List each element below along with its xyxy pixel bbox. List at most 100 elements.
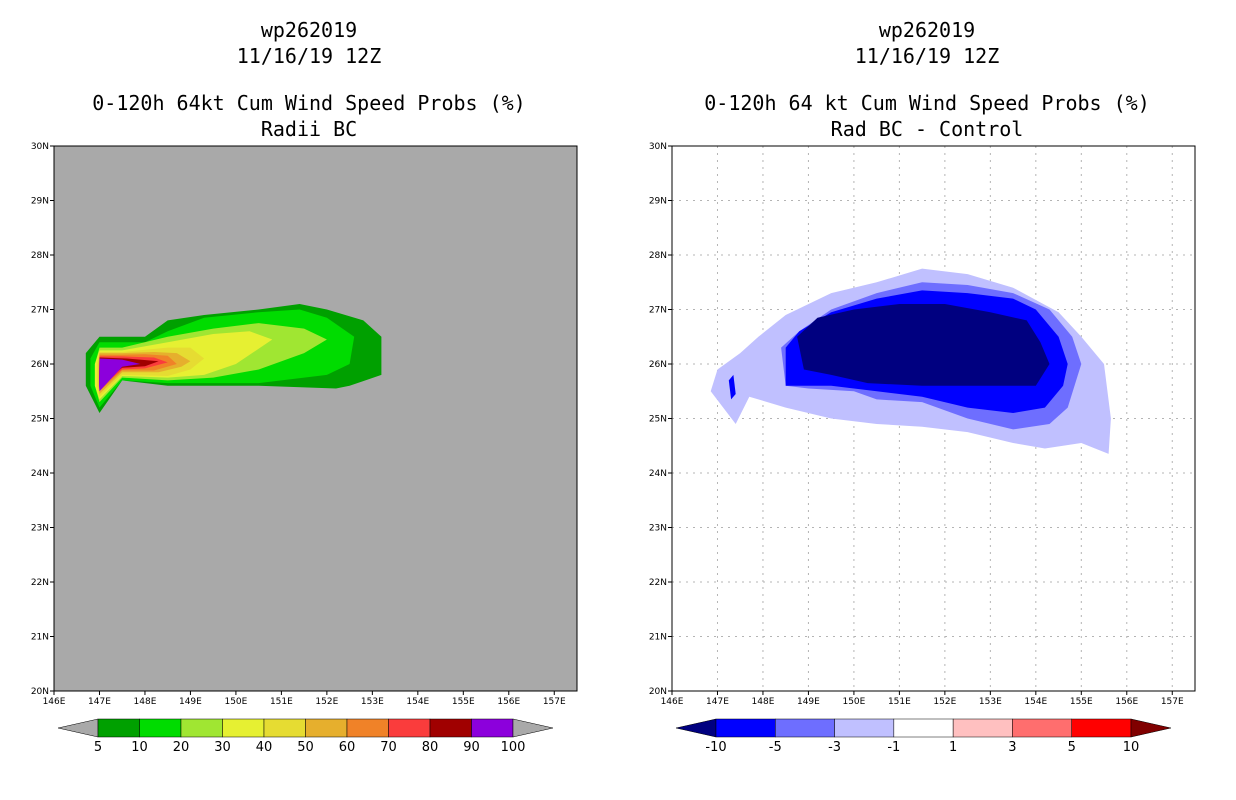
panel1-y-tick-label: 27N: [31, 306, 49, 316]
left-product-title: 0-120h 64kt Cum Wind Speed Probs (%): [92, 91, 526, 115]
panel1-x-tick-label: 153E: [361, 697, 384, 707]
right-product-title: 0-120h 64 kt Cum Wind Speed Probs (%): [704, 91, 1150, 115]
panel1-colorbar-swatch-3: [222, 718, 265, 738]
panel1-x-tick-label: 157E: [543, 697, 566, 707]
panel2-colorbar-swatch-1: [775, 718, 835, 738]
panel2-y-tick-label: 29N: [649, 197, 667, 207]
panel1-x-tick-label: 146E: [43, 697, 66, 707]
panel1-colorbar-swatch-2: [180, 718, 223, 738]
left-panel-subtitle: 0-120h 64kt Cum Wind Speed Probs (%) Radi…: [0, 90, 618, 142]
left-storm-id: wp262019: [260, 18, 358, 42]
panel1-y-tick-label: 25N: [31, 415, 49, 425]
panel1-x-tick-label: 155E: [452, 697, 475, 707]
panel2-y-tick-label: 24N: [649, 469, 667, 479]
panel2-y-tick-label: 28N: [649, 251, 667, 261]
panel2-colorbar-label: 3: [1008, 740, 1016, 755]
panel1-colorbar-label: 60: [339, 740, 356, 755]
panel2-colorbar-label: -5: [769, 740, 782, 755]
panel1-colorbar-label: 80: [422, 740, 439, 755]
panel2-y-tick-label: 23N: [649, 524, 667, 534]
panel2-y-tick-label: 21N: [649, 633, 667, 643]
panel2-contour-fill-3: [797, 304, 1050, 386]
panel1-plot-background: [54, 146, 577, 691]
panel1-y-tick-label: 22N: [31, 578, 49, 588]
panel1-x-tick-label: 149E: [179, 697, 202, 707]
panel2-x-tick-label: 152E: [933, 697, 956, 707]
panel1-y-tick-label: 21N: [31, 633, 49, 643]
panel1-y-tick-label: 28N: [31, 251, 49, 261]
panel1-contour-fill-9: [99, 358, 141, 392]
panel2-contour-fill-4: [728, 374, 736, 400]
right-experiment-label: Rad BC - Control: [830, 117, 1024, 141]
panel2-colorbar-over-arrow: [1130, 718, 1172, 738]
panel2-colorbar-swatch-3: [893, 718, 954, 738]
panel2-x-tick-label: 155E: [1070, 697, 1093, 707]
panel2-x-tick-label: 148E: [752, 697, 775, 707]
left-experiment-label: Radii BC: [260, 117, 358, 141]
panel2-x-tick-label: 157E: [1161, 697, 1184, 707]
panel1-colorbar-swatch-5: [305, 718, 348, 738]
panel1-colorbar-label: 90: [463, 740, 480, 755]
panel1-colorbar-swatch-7: [388, 718, 431, 738]
right-panel-subtitle: 0-120h 64 kt Cum Wind Speed Probs (%) Rad…: [618, 90, 1236, 142]
panel2-x-tick-label: 153E: [979, 697, 1002, 707]
panel2-y-tick-label: 27N: [649, 306, 667, 316]
panel2-colorbar-swatch-5: [1012, 718, 1072, 738]
right-storm-id: wp262019: [878, 18, 976, 42]
panel1-x-tick-label: 152E: [315, 697, 338, 707]
panel1-colorbar-label: 100: [501, 740, 526, 755]
panel1-x-tick-label: 147E: [88, 697, 111, 707]
panel1-colorbar-swatch-9: [471, 718, 514, 738]
panel1-colorbar-label: 40: [256, 740, 273, 755]
panel1-colorbar-label: 70: [380, 740, 397, 755]
panel2-colorbar-swatch-0: [715, 718, 776, 738]
panel1-colorbar-under-arrow: [57, 718, 99, 738]
panel1-y-tick-label: 24N: [31, 469, 49, 479]
panel1-colorbar-label: 50: [297, 740, 314, 755]
panel2-colorbar-label: 10: [1123, 740, 1140, 755]
panel2-colorbar-swatch-2: [834, 718, 895, 738]
panel2-colorbar-label: 5: [1068, 740, 1076, 755]
panel1-y-tick-label: 26N: [31, 360, 49, 370]
panel2-y-tick-label: 20N: [649, 687, 667, 697]
panel1-colorbar-swatch-4: [263, 718, 306, 738]
panel2-colorbar-label: -3: [828, 740, 841, 755]
panel2-colorbar-swatch-6: [1071, 718, 1132, 738]
panel1-x-tick-label: 150E: [224, 697, 247, 707]
panel1-x-tick-label: 154E: [406, 697, 429, 707]
panel2-colorbar-label: 1: [949, 740, 957, 755]
panel2-x-tick-label: 149E: [797, 697, 820, 707]
panel2-y-tick-label: 22N: [649, 578, 667, 588]
panel2-x-tick-label: 156E: [1115, 697, 1138, 707]
panel1-y-tick-label: 30N: [31, 142, 49, 152]
panel1-colorbar-swatch-0: [97, 718, 140, 738]
panel1-colorbar-label: 10: [131, 740, 148, 755]
left-panel-title: wp262019 11/16/19 12Z: [0, 17, 618, 69]
panel2-x-tick-label: 147E: [706, 697, 729, 707]
panel1-colorbar-label: 5: [94, 740, 102, 755]
panel2-x-tick-label: 146E: [661, 697, 684, 707]
panel2-x-tick-label: 151E: [888, 697, 911, 707]
right-init-time: 11/16/19 12Z: [854, 44, 1000, 68]
panel1-colorbar-swatch-6: [346, 718, 389, 738]
panel2-y-tick-label: 30N: [649, 142, 667, 152]
panel1-colorbar-over-arrow: [512, 718, 554, 738]
panel2-colorbar-label: -10: [705, 740, 726, 755]
panel1-x-tick-label: 156E: [497, 697, 520, 707]
panel2-y-tick-label: 26N: [649, 360, 667, 370]
panel1-y-tick-label: 29N: [31, 197, 49, 207]
panel1-y-tick-label: 20N: [31, 687, 49, 697]
right-panel-title: wp262019 11/16/19 12Z: [618, 17, 1236, 69]
panel2-colorbar-under-arrow: [675, 718, 717, 738]
panel1-colorbar-swatch-8: [429, 718, 472, 738]
panel1-y-tick-label: 23N: [31, 524, 49, 534]
panel1-colorbar-swatch-1: [139, 718, 182, 738]
panel2-y-tick-label: 25N: [649, 415, 667, 425]
panel2-x-tick-label: 154E: [1024, 697, 1047, 707]
panel1-colorbar-label: 30: [214, 740, 231, 755]
panel2-colorbar-label: -1: [887, 740, 900, 755]
panel1-x-tick-label: 151E: [270, 697, 293, 707]
panel2-x-tick-label: 150E: [842, 697, 865, 707]
panel2-colorbar-swatch-4: [952, 718, 1013, 738]
